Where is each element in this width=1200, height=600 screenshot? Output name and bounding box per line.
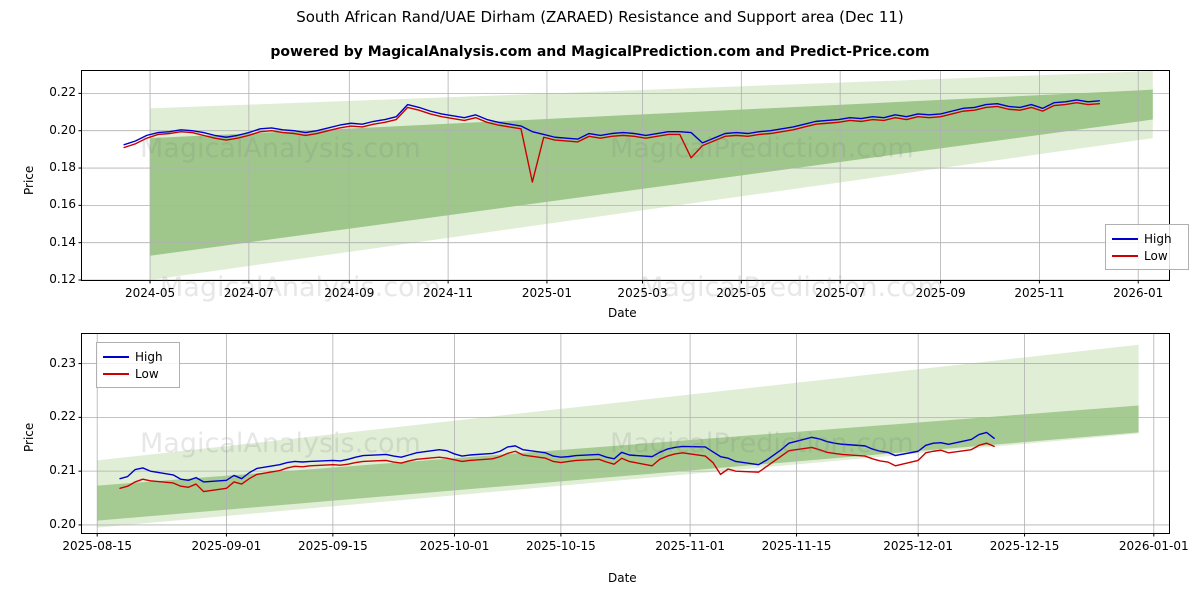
page-subtitle: powered by MagicalAnalysis.com and Magic…: [270, 44, 930, 60]
upper-chart-panel: [81, 70, 1170, 281]
upper-x-tick: 2024-07: [223, 286, 274, 300]
upper-x-tick: 2024-11: [423, 286, 474, 300]
upper-y-tick: 0.18: [49, 160, 76, 175]
upper-x-tick: 2024-09: [324, 286, 375, 300]
page-title: South African Rand/UAE Dirham (ZARAED) R…: [296, 8, 904, 26]
legend-row-low: Low: [1112, 247, 1180, 264]
legend-line-high: [103, 355, 129, 358]
lower-y-axis-label: Price: [22, 422, 36, 452]
legend-label-high: High: [1144, 231, 1172, 246]
lower-y-tick: 0.21: [49, 463, 76, 478]
lower-y-tick: 0.20: [49, 516, 76, 531]
upper-x-axis-label: Date: [608, 306, 637, 320]
upper-y-tick: 0.20: [49, 122, 76, 137]
legend-label-high: High: [135, 349, 163, 364]
upper-x-tick: 2026-01: [1113, 286, 1164, 300]
lower-y-tick: 0.23: [49, 355, 76, 370]
lower-x-tick: 2025-10-15: [526, 539, 596, 553]
lower-x-tick: 2025-12-01: [883, 539, 954, 553]
upper-x-tick: 2025-01: [521, 286, 572, 300]
legend-label-low: Low: [1144, 248, 1168, 263]
upper-x-tick: 2024-05: [124, 286, 176, 300]
upper-x-tick: 2025-09: [915, 286, 966, 300]
lower-legend: High Low: [96, 342, 180, 388]
legend-row-high: High: [103, 348, 171, 365]
upper-y-tick: 0.16: [49, 197, 76, 212]
lower-x-tick: 2025-09-15: [297, 539, 368, 553]
lower-x-tick: 2026-01-01: [1118, 539, 1189, 553]
upper-x-tick: 2025-11: [1014, 286, 1065, 300]
lower-x-tick: 2025-09-01: [191, 539, 262, 553]
upper-y-tick: 0.22: [49, 85, 76, 100]
lower-chart-panel: [81, 333, 1170, 534]
lower-x-tick: 2025-12-15: [989, 539, 1060, 553]
lower-x-tick: 2025-11-15: [761, 539, 832, 553]
lower-x-tick: 2025-11-01: [655, 539, 725, 553]
lower-x-axis-label: Date: [608, 571, 637, 585]
legend-line-low: [1112, 254, 1138, 257]
legend-line-high: [1112, 237, 1138, 240]
legend-row-high: High: [1112, 230, 1180, 247]
upper-x-tick: 2025-03: [617, 286, 668, 300]
upper-y-tick: 0.12: [49, 272, 76, 286]
lower-y-tick: 0.22: [49, 409, 76, 424]
upper-x-tick: 2025-07: [815, 286, 866, 300]
legend-row-low: Low: [103, 365, 171, 382]
legend-line-low: [103, 372, 129, 375]
upper-y-tick: 0.14: [49, 234, 76, 249]
upper-legend: High Low: [1105, 224, 1189, 270]
lower-x-tick: 2025-10-01: [419, 539, 490, 553]
lower-x-tick: 2025-08-15: [62, 539, 133, 553]
upper-x-tick: 2025-05: [716, 286, 767, 300]
legend-label-low: Low: [135, 366, 159, 381]
